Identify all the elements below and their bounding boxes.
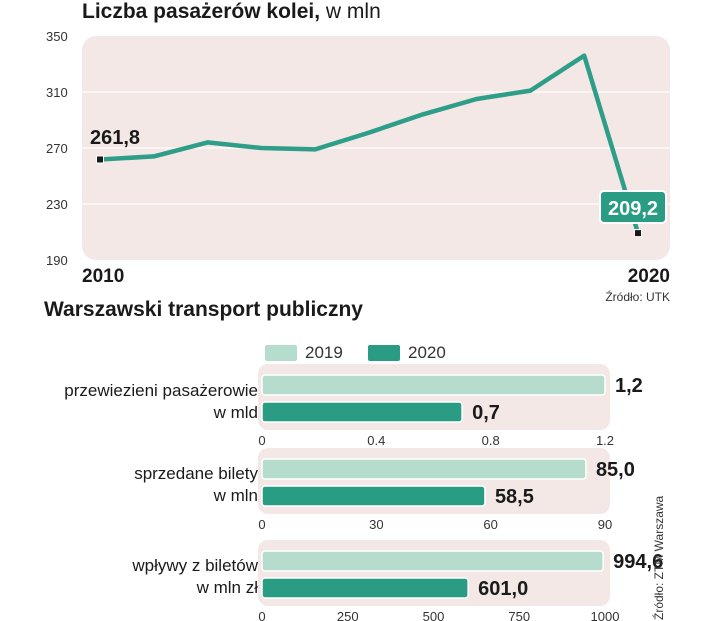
legend-label-2019: 2019 bbox=[305, 343, 343, 362]
y-tick-label-190: 190 bbox=[46, 253, 68, 268]
x-tick-revenue-500: 500 bbox=[423, 609, 445, 621]
source-utk: Źródło: UTK bbox=[605, 290, 670, 304]
bar-value-label-revenue-2019: 994,6 bbox=[613, 551, 663, 573]
bar-value-label-passengers-2019: 1,2 bbox=[615, 375, 643, 397]
x-tick-tickets-30: 30 bbox=[369, 517, 383, 532]
category-label-passengers: przewiezieni pasażerowie w mld bbox=[64, 381, 258, 422]
bar-value-label-revenue-2020: 601,0 bbox=[478, 578, 528, 600]
data-point-2020 bbox=[634, 229, 642, 238]
category-label-revenue: wpływy z biletów w mln zł bbox=[132, 556, 258, 597]
x-tick-tickets-90: 90 bbox=[598, 517, 612, 532]
y-tick-label-270: 270 bbox=[46, 141, 68, 156]
bar-revenue-2020 bbox=[261, 577, 469, 599]
series-line bbox=[97, 53, 641, 236]
legend-swatch-2019 bbox=[265, 345, 297, 361]
data-point-2010 bbox=[96, 155, 104, 164]
x-tick-label-2020: 2020 bbox=[628, 266, 670, 287]
legend-label-2020: 2020 bbox=[408, 343, 446, 362]
source-ztm: Źródło: ZTM Warszawa bbox=[652, 495, 666, 620]
y-tick-label-350: 350 bbox=[46, 29, 68, 44]
x-tick-passengers-1.2: 1.2 bbox=[596, 433, 614, 448]
bar-passengers-2020 bbox=[261, 401, 463, 423]
bar-passengers-2019 bbox=[261, 374, 606, 396]
bar-chart-title: Warszawski transport publiczny bbox=[44, 298, 363, 321]
x-tick-passengers-0: 0 bbox=[258, 433, 265, 448]
x-tick-revenue-0: 0 bbox=[258, 609, 265, 621]
legend-item-2020: 2020 bbox=[368, 343, 446, 363]
x-tick-passengers-0.8: 0.8 bbox=[482, 433, 500, 448]
bar-value-label-tickets-2019: 85,0 bbox=[596, 459, 635, 481]
bar-tickets-2020 bbox=[261, 485, 486, 507]
x-tick-passengers-0.4: 0.4 bbox=[367, 433, 385, 448]
x-tick-tickets-60: 60 bbox=[483, 517, 497, 532]
x-tick-revenue-250: 250 bbox=[337, 609, 359, 621]
annotation-end-value: 209,2 bbox=[608, 198, 658, 220]
x-tick-tickets-0: 0 bbox=[258, 517, 265, 532]
legend-item-2019: 2019 bbox=[265, 343, 343, 363]
y-tick-label-310: 310 bbox=[46, 85, 68, 100]
x-tick-revenue-750: 750 bbox=[508, 609, 530, 621]
x-tick-label-2010: 2010 bbox=[82, 266, 124, 287]
line-chart-title: Liczba pasażerów kolei, w mln bbox=[82, 0, 381, 23]
bar-tickets-2019 bbox=[261, 458, 587, 480]
bar-revenue-2019 bbox=[261, 550, 604, 572]
annotation-start-value: 261,8 bbox=[90, 127, 140, 149]
legend-swatch-2020 bbox=[368, 345, 400, 361]
bar-value-label-passengers-2020: 0,7 bbox=[472, 402, 500, 424]
x-tick-revenue-1000: 1000 bbox=[591, 609, 620, 621]
bar-value-label-tickets-2020: 58,5 bbox=[495, 486, 534, 508]
annotation-end-badge bbox=[599, 190, 667, 224]
y-tick-label-230: 230 bbox=[46, 197, 68, 212]
category-label-tickets: sprzedane bilety w mln bbox=[134, 464, 258, 505]
